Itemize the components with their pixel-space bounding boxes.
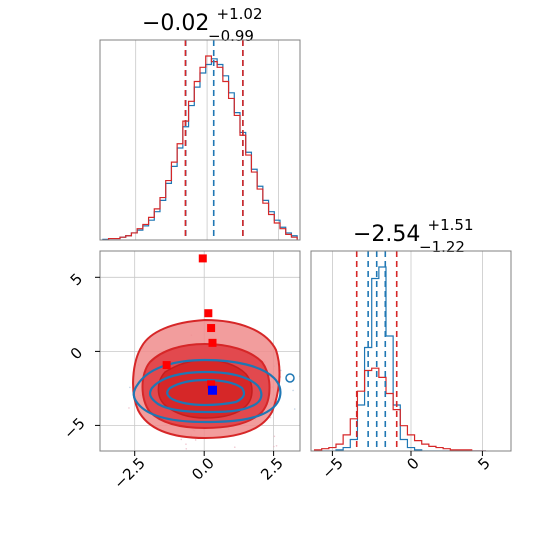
scatter-point-0-0 <box>351 386 353 388</box>
title-bottom-right-sub: −1.22 <box>419 238 465 256</box>
grid-bottom-right <box>331 251 483 451</box>
marker-red-5 <box>207 380 216 389</box>
contours-blue <box>132 358 295 424</box>
marker-red-0 <box>198 254 207 263</box>
title-bottom-right-sup: +1.51 <box>428 216 474 234</box>
axes-frame-top-left <box>99 39 301 241</box>
scatter-point-1-103 <box>56 447 58 449</box>
y-tick-label-neg5: −5 <box>60 414 88 442</box>
title-bottom-right-main: −2.54 <box>353 222 420 247</box>
title-top-left-main: −0.02 <box>142 11 209 36</box>
contour-blue-outer <box>132 358 282 424</box>
scatter-point-1-44 <box>273 435 276 438</box>
contour-blue-mid <box>148 370 263 414</box>
scatter-point-1-122 <box>189 452 191 454</box>
marker-red-2 <box>207 324 216 333</box>
x-tick-label-neg5-right: −5 <box>318 454 346 482</box>
y-tick-label-0: 0 <box>67 344 86 363</box>
hist-bottom-right-series-1 <box>313 367 486 451</box>
marker-red-1 <box>204 309 213 318</box>
y-ticks-bottom-left: 5 0 −5 <box>60 270 100 443</box>
marker-red-4 <box>162 361 171 370</box>
x-ticks-bottom-left: −2.5 0.0 2.5 <box>110 451 287 493</box>
histogram-bottom-right <box>313 251 486 451</box>
marker-red-3 <box>208 338 217 347</box>
scatter-point-1-84 <box>194 439 197 441</box>
scatter-point-1-59 <box>275 445 278 447</box>
grid-top-left <box>135 40 280 240</box>
x-tick-label-neg2p5: −2.5 <box>110 454 148 492</box>
x-tick-label-2p5: 2.5 <box>257 454 287 484</box>
contour-blue-inner <box>166 378 246 407</box>
marker-blue <box>208 385 217 395</box>
x-tick-label-0-right: 0 <box>403 454 422 473</box>
scatter-point-1-27 <box>185 447 188 450</box>
panel-bottom-right: −2.54 +1.51 −1.22 −5 0 5 <box>310 215 512 482</box>
scatter-point-0-26 <box>292 389 294 392</box>
scatter-point-1-34 <box>128 407 130 409</box>
hist-bottom-right-series-0 <box>314 266 486 451</box>
x-tick-label-5-right: 5 <box>474 454 493 473</box>
scatter-point-1-53 <box>113 472 115 474</box>
sample-markers <box>162 254 217 395</box>
x-ticks-bottom-right: −5 0 5 <box>318 451 494 482</box>
title-bottom-right: −2.54 +1.51 −1.22 <box>353 215 479 256</box>
panel-bottom-left: −2.5 0.0 2.5 5 0 −5 <box>56 250 353 493</box>
scatter-point-1-128 <box>269 416 272 419</box>
scatter-point-1-96 <box>185 443 187 445</box>
histogram-top-left <box>102 40 298 240</box>
title-top-left: −0.02 +1.02 −0.99 <box>142 4 268 45</box>
contour-blue-tail <box>285 373 295 383</box>
hist-top-left-series-1 <box>102 55 298 240</box>
scatter-point-1-67 <box>233 446 236 449</box>
y-tick-label-5: 5 <box>67 270 86 289</box>
x-tick-label-0p0: 0.0 <box>188 454 218 484</box>
scatter-point-1-16 <box>273 445 275 448</box>
scatter-point-0-148 <box>129 386 131 389</box>
scatter-point-0-98 <box>293 408 296 410</box>
panel-top-left: −0.02 +1.02 −0.99 <box>99 4 301 241</box>
scatter-point-1-71 <box>180 438 183 441</box>
title-top-left-sub: −0.99 <box>208 27 254 45</box>
title-top-left-sup: +1.02 <box>217 5 263 23</box>
